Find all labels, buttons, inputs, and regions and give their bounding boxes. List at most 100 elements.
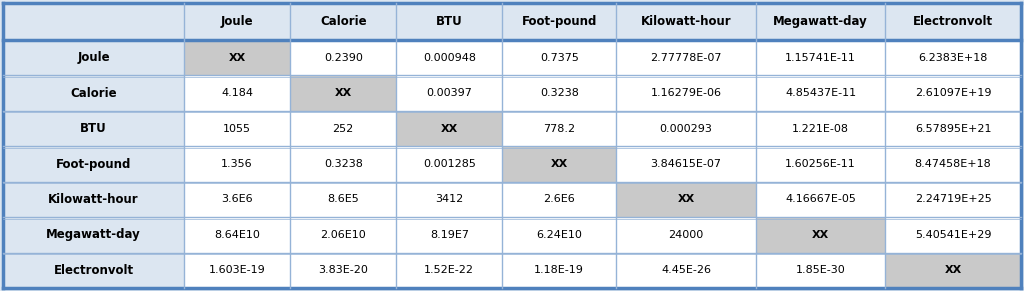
Bar [616,182,756,217]
Text: 0.3238: 0.3238 [324,159,362,169]
Text: Electronvolt: Electronvolt [913,15,993,28]
Bar [396,111,503,146]
Bar [184,111,290,146]
Text: 0.000293: 0.000293 [659,124,713,134]
Bar [885,3,1021,40]
Bar [756,40,885,75]
Text: 6.57895E+21: 6.57895E+21 [914,124,991,134]
Bar [616,40,756,75]
Bar [885,146,1021,182]
Text: 2.61097E+19: 2.61097E+19 [914,88,991,98]
Bar [3,253,184,288]
Text: 4.184: 4.184 [221,88,253,98]
Text: Megawatt-day: Megawatt-day [773,15,868,28]
Text: 4.85437E-11: 4.85437E-11 [785,88,856,98]
Bar [396,182,503,217]
Bar [184,75,290,111]
Bar [756,75,885,111]
Text: 0.001285: 0.001285 [423,159,476,169]
Text: 3.83E-20: 3.83E-20 [318,265,369,275]
Text: 1.16279E-06: 1.16279E-06 [650,88,722,98]
Bar [885,253,1021,288]
Text: 4.16667E-05: 4.16667E-05 [785,194,856,205]
Text: 0.7375: 0.7375 [540,53,579,63]
Bar [503,3,616,40]
Bar [396,3,503,40]
Bar [184,182,290,217]
Bar [184,217,290,253]
Text: XX: XX [551,159,568,169]
Text: 3.6E6: 3.6E6 [221,194,253,205]
Bar [184,146,290,182]
Text: 3.84615E-07: 3.84615E-07 [650,159,722,169]
Text: XX: XX [228,53,246,63]
Text: Joule: Joule [77,51,110,64]
Text: 5.40541E+29: 5.40541E+29 [914,230,991,240]
Bar [756,182,885,217]
Text: 1.85E-30: 1.85E-30 [796,265,846,275]
Bar [396,75,503,111]
Bar [290,217,396,253]
Bar [290,75,396,111]
Text: XX: XX [812,230,829,240]
Bar [503,111,616,146]
Bar [3,217,184,253]
Text: 0.2390: 0.2390 [324,53,362,63]
Text: 2.6E6: 2.6E6 [544,194,575,205]
Bar [756,3,885,40]
Bar [3,40,184,75]
Bar [756,111,885,146]
Text: Calorie: Calorie [71,87,117,100]
Text: 0.3238: 0.3238 [540,88,579,98]
Text: 1055: 1055 [223,124,251,134]
Bar [503,182,616,217]
Text: 1.221E-08: 1.221E-08 [792,124,849,134]
Bar [756,146,885,182]
Text: 1.60256E-11: 1.60256E-11 [785,159,856,169]
Bar [616,146,756,182]
Bar [756,217,885,253]
Bar [396,146,503,182]
Text: BTU: BTU [80,122,106,135]
Bar [503,217,616,253]
Bar [184,40,290,75]
Bar [756,253,885,288]
Bar [3,3,184,40]
Text: XX: XX [440,124,458,134]
Bar [290,40,396,75]
Text: 1.15741E-11: 1.15741E-11 [785,53,856,63]
Bar [396,40,503,75]
Text: 1.18E-19: 1.18E-19 [535,265,584,275]
Bar [184,253,290,288]
Bar [885,111,1021,146]
Bar [290,253,396,288]
Text: Electronvolt: Electronvolt [53,264,133,277]
Bar [885,217,1021,253]
Bar [3,75,184,111]
Text: Megawatt-day: Megawatt-day [46,228,141,241]
Text: 1.52E-22: 1.52E-22 [424,265,474,275]
Text: 4.45E-26: 4.45E-26 [660,265,711,275]
Text: 3412: 3412 [435,194,464,205]
Text: 6.2383E+18: 6.2383E+18 [919,53,988,63]
Text: 1.356: 1.356 [221,159,253,169]
Bar [396,253,503,288]
Text: 8.47458E+18: 8.47458E+18 [914,159,991,169]
Text: Foot-pound: Foot-pound [56,157,131,171]
Bar [3,182,184,217]
Bar [503,75,616,111]
Text: Joule: Joule [221,15,253,28]
Bar [290,146,396,182]
Bar [885,75,1021,111]
Bar [616,3,756,40]
Text: Calorie: Calorie [319,15,367,28]
Bar [503,253,616,288]
Bar [290,3,396,40]
Bar [396,217,503,253]
Text: XX: XX [335,88,352,98]
Text: 1.603E-19: 1.603E-19 [209,265,265,275]
Text: 2.24719E+25: 2.24719E+25 [914,194,991,205]
Text: 8.64E10: 8.64E10 [214,230,260,240]
Bar [616,217,756,253]
Text: Kilowatt-hour: Kilowatt-hour [48,193,139,206]
